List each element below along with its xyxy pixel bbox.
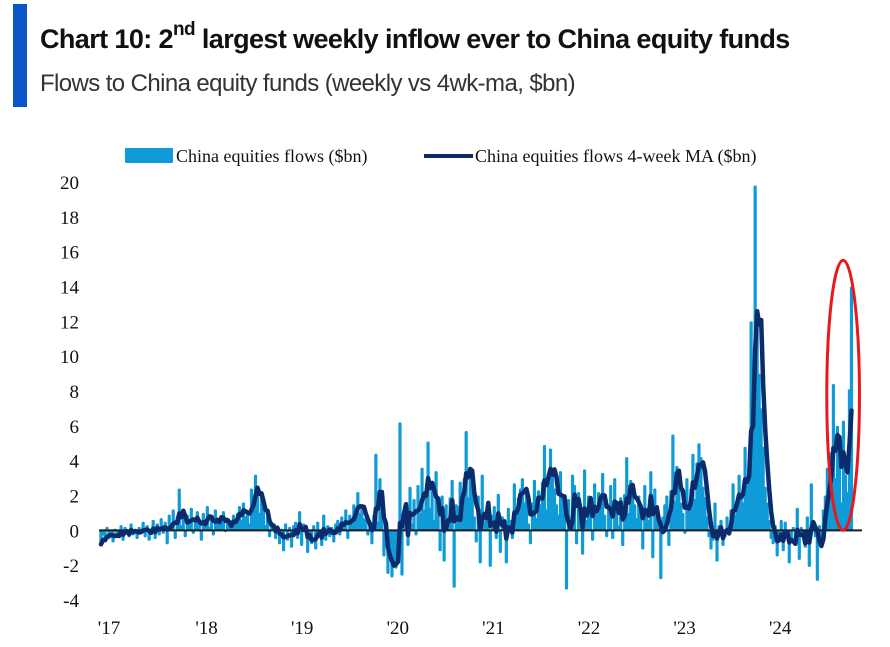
- flow-bar: [364, 519, 368, 531]
- flow-bar: [659, 530, 663, 580]
- flow-bar: [641, 530, 645, 550]
- flow-bar: [398, 422, 402, 531]
- title-superscript: nd: [172, 19, 196, 40]
- flow-bar: [261, 505, 266, 531]
- flow-bar: [474, 530, 478, 543]
- flow-bar: [322, 514, 326, 531]
- flow-bar: [809, 483, 813, 531]
- x-tick-label: '24: [769, 618, 792, 639]
- flow-bar: [779, 519, 783, 531]
- flow-bar: [681, 512, 685, 531]
- legend-bar-swatch: [125, 148, 173, 163]
- x-tick-label: '21: [482, 618, 504, 639]
- chart-subtitle: Flows to China equity funds (weekly vs 4…: [40, 70, 576, 97]
- flow-bar: [805, 516, 809, 531]
- flow-bar: [528, 530, 533, 545]
- flow-bar: [478, 530, 482, 564]
- flow-bar: [173, 530, 177, 540]
- flow-bar: [603, 514, 607, 531]
- y-tick-label: 14: [60, 278, 80, 299]
- title-prefix: Chart 10: 2: [40, 24, 174, 54]
- flow-bar: [488, 530, 492, 567]
- flow-bar: [366, 530, 370, 536]
- x-tick-label: '19: [291, 618, 313, 639]
- flow-bar: [605, 530, 609, 538]
- legend: China equities flows ($bn) China equitie…: [125, 146, 756, 167]
- flow-bar: [183, 530, 187, 538]
- flow-bar: [472, 516, 476, 531]
- flow-bar: [430, 488, 434, 531]
- flow-bar: [211, 530, 215, 536]
- flow-bar: [767, 519, 771, 531]
- flow-bar: [713, 502, 717, 531]
- flow-bar: [294, 521, 298, 531]
- flow-bar: [564, 530, 569, 590]
- flow-bar: [667, 530, 671, 547]
- chart-title: Chart 10: 2nd largest weekly inflow ever…: [40, 19, 790, 55]
- flow-bar: [574, 530, 579, 545]
- y-tick-label: 10: [60, 347, 79, 368]
- legend-ma-label: China equities flows 4-week MA ($bn): [475, 146, 756, 167]
- flow-bar: [452, 530, 456, 588]
- x-axis: '17 '18 '19 '20 '21 '22 '23 '24: [98, 618, 792, 639]
- y-tick-label: 0: [70, 521, 80, 542]
- flow-bar: [438, 530, 442, 552]
- y-tick-label: 4: [70, 452, 80, 473]
- flow-bar: [621, 530, 625, 547]
- title-suffix: largest weekly inflow ever to China equi…: [194, 24, 790, 54]
- x-tick-label: '23: [673, 618, 695, 639]
- y-tick-label: 6: [70, 417, 80, 438]
- flow-bar: [165, 530, 169, 545]
- flow-bar: [797, 530, 801, 560]
- y-tick-label: -2: [63, 556, 79, 577]
- flow-bar: [312, 525, 316, 531]
- y-tick-label: 16: [60, 243, 79, 264]
- flow-bar: [119, 525, 123, 531]
- x-tick-label: '22: [578, 618, 600, 639]
- flow-bar: [783, 521, 787, 531]
- flow-bar: [267, 530, 272, 538]
- y-tick-label: 12: [60, 312, 79, 333]
- y-tick-label: 18: [60, 208, 79, 229]
- flow-bar: [284, 523, 288, 531]
- flow-bar: [651, 530, 655, 559]
- y-tick-label: 2: [70, 487, 80, 508]
- flow-bar: [498, 530, 502, 553]
- flow-bar: [370, 530, 374, 545]
- flow-bar: [705, 516, 709, 531]
- flow-bar: [591, 530, 595, 541]
- flow-bar: [316, 521, 320, 531]
- flow-bar: [795, 507, 799, 531]
- y-tick-label: -4: [63, 591, 79, 612]
- x-tick-label: '18: [195, 618, 217, 639]
- highlight-ellipse: [825, 258, 861, 532]
- flow-bar: [526, 523, 531, 531]
- flow-bar: [199, 530, 203, 541]
- x-tick-label: '20: [387, 618, 409, 639]
- flow-bar: [414, 530, 418, 536]
- y-tick-label: 8: [70, 382, 80, 403]
- y-tick-label: 20: [60, 173, 79, 194]
- flow-bar: [442, 530, 446, 562]
- flow-bar: [580, 530, 585, 555]
- accent-bar: [13, 4, 27, 107]
- ma-line: [98, 309, 854, 568]
- x-tick-label: '17: [98, 618, 120, 639]
- flow-bar: [725, 516, 729, 531]
- flow-bar: [157, 530, 161, 536]
- flow-bars: [99, 185, 854, 590]
- flow-bar: [611, 530, 615, 540]
- flow-bar: [300, 530, 304, 547]
- flow-bar: [532, 479, 537, 531]
- flow-bar: [346, 530, 350, 540]
- flow-bar: [436, 514, 440, 531]
- legend-flows-label: China equities flows ($bn): [176, 146, 367, 167]
